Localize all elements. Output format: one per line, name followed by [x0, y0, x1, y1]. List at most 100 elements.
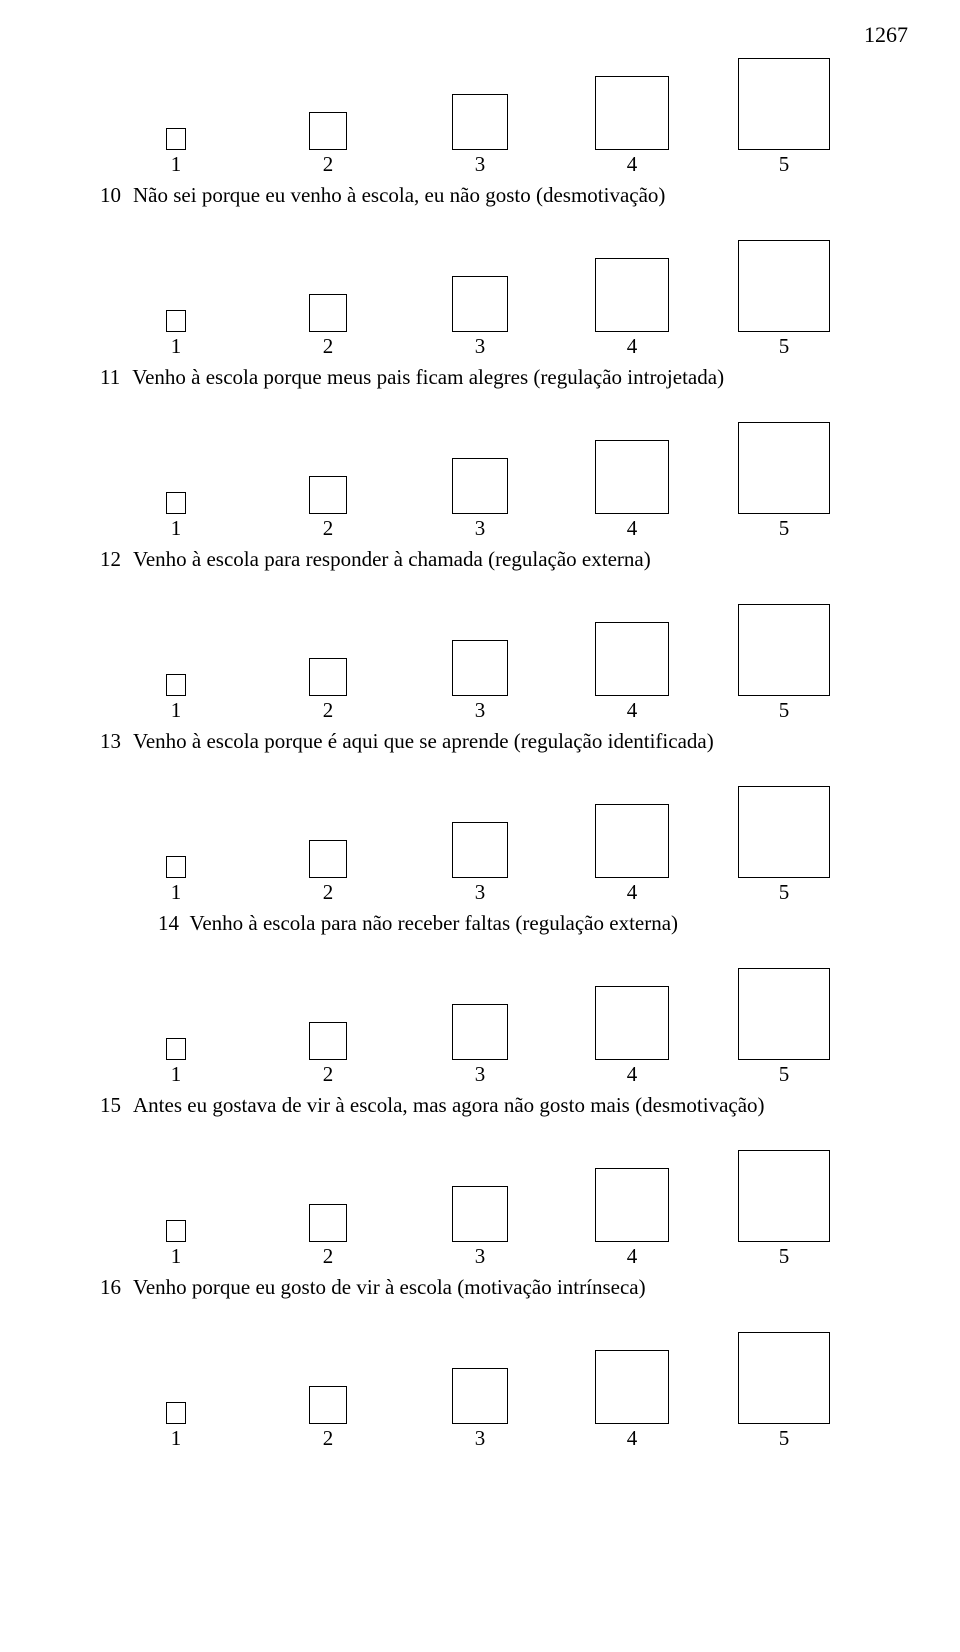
- scale-box-5[interactable]: [738, 58, 830, 150]
- scale-label-3: 3: [404, 152, 556, 177]
- nums-row: 12345: [100, 698, 860, 723]
- question-line: 12 Venho à escola para responder à chama…: [100, 547, 860, 572]
- scale-box-1[interactable]: [166, 310, 186, 332]
- scale-box-1[interactable]: [166, 674, 186, 696]
- box-cell: [252, 1204, 404, 1242]
- likert-block: 12345 13 Venho à escola porque é aqui qu…: [100, 586, 860, 754]
- nums-row: 12345: [100, 334, 860, 359]
- scale-box-5[interactable]: [738, 604, 830, 696]
- scale-box-1[interactable]: [166, 1402, 186, 1424]
- scale-box-2[interactable]: [309, 1022, 347, 1060]
- scale-box-3[interactable]: [452, 640, 508, 696]
- scale-box-4[interactable]: [595, 986, 669, 1060]
- question-line: 14 Venho à escola para não receber falta…: [158, 911, 860, 936]
- scale-box-3[interactable]: [452, 1004, 508, 1060]
- scale-box-2[interactable]: [309, 476, 347, 514]
- box-cell: [252, 112, 404, 150]
- page-number: 1267: [864, 22, 908, 48]
- question-number: 12: [100, 547, 121, 572]
- scale-box-4[interactable]: [595, 1350, 669, 1424]
- scale-box-1[interactable]: [166, 1220, 186, 1242]
- scale-box-3[interactable]: [452, 1368, 508, 1424]
- box-cell: [708, 240, 860, 332]
- scale-box-2[interactable]: [309, 1386, 347, 1424]
- scale-box-5[interactable]: [738, 1332, 830, 1424]
- scale-box-1[interactable]: [166, 128, 186, 150]
- likert-block: 12345 10 Não sei porque eu venho à escol…: [100, 40, 860, 208]
- scale-box-4[interactable]: [595, 622, 669, 696]
- question-text: Venho à escola porque é aqui que se apre…: [133, 729, 714, 754]
- question-line: 15 Antes eu gostava de vir à escola, mas…: [100, 1093, 860, 1118]
- scale-label-2: 2: [252, 880, 404, 905]
- question-number: 10: [100, 183, 121, 208]
- scale-box-2[interactable]: [309, 840, 347, 878]
- scale-label-1: 1: [100, 152, 252, 177]
- scale-box-5[interactable]: [738, 1150, 830, 1242]
- scale-label-1: 1: [100, 334, 252, 359]
- boxes-row: [100, 1314, 860, 1424]
- boxes-row: [100, 586, 860, 696]
- box-cell: [404, 1004, 556, 1060]
- scale-box-4[interactable]: [595, 258, 669, 332]
- scale-label-5: 5: [708, 880, 860, 905]
- scale-box-3[interactable]: [452, 1186, 508, 1242]
- scale-box-2[interactable]: [309, 294, 347, 332]
- scale-box-1[interactable]: [166, 1038, 186, 1060]
- box-cell: [252, 840, 404, 878]
- scale-box-3[interactable]: [452, 94, 508, 150]
- scale-label-4: 4: [556, 698, 708, 723]
- likert-block: 12345: [100, 1314, 860, 1451]
- scale-box-1[interactable]: [166, 492, 186, 514]
- scale-label-5: 5: [708, 334, 860, 359]
- scale-box-5[interactable]: [738, 968, 830, 1060]
- question-line: 16 Venho porque eu gosto de vir à escola…: [100, 1275, 860, 1300]
- scale-box-1[interactable]: [166, 856, 186, 878]
- scale-box-5[interactable]: [738, 786, 830, 878]
- scale-box-4[interactable]: [595, 804, 669, 878]
- scale-box-4[interactable]: [595, 1168, 669, 1242]
- scale-label-1: 1: [100, 1062, 252, 1087]
- box-cell: [556, 1168, 708, 1242]
- box-cell: [556, 258, 708, 332]
- scale-label-2: 2: [252, 1062, 404, 1087]
- likert-block: 12345 12 Venho à escola para responder à…: [100, 404, 860, 572]
- box-cell: [708, 968, 860, 1060]
- box-cell: [556, 804, 708, 878]
- scale-label-3: 3: [404, 698, 556, 723]
- box-cell: [404, 1186, 556, 1242]
- question-number: 16: [100, 1275, 121, 1300]
- scale-label-1: 1: [100, 1244, 252, 1269]
- scale-label-1: 1: [100, 698, 252, 723]
- scale-box-3[interactable]: [452, 458, 508, 514]
- scale-box-2[interactable]: [309, 112, 347, 150]
- scale-box-2[interactable]: [309, 658, 347, 696]
- scale-box-2[interactable]: [309, 1204, 347, 1242]
- scale-box-4[interactable]: [595, 440, 669, 514]
- scale-box-5[interactable]: [738, 422, 830, 514]
- box-cell: [252, 476, 404, 514]
- scale-label-4: 4: [556, 880, 708, 905]
- scale-box-5[interactable]: [738, 240, 830, 332]
- box-cell: [100, 674, 252, 696]
- box-cell: [252, 294, 404, 332]
- box-cell: [404, 94, 556, 150]
- scale-label-1: 1: [100, 516, 252, 541]
- scale-label-1: 1: [100, 880, 252, 905]
- box-cell: [708, 1150, 860, 1242]
- scale-label-4: 4: [556, 1244, 708, 1269]
- scale-box-3[interactable]: [452, 276, 508, 332]
- box-cell: [556, 622, 708, 696]
- box-cell: [404, 1368, 556, 1424]
- scale-box-4[interactable]: [595, 76, 669, 150]
- question-number: 13: [100, 729, 121, 754]
- box-cell: [100, 1220, 252, 1242]
- scale-label-5: 5: [708, 516, 860, 541]
- nums-row: 12345: [100, 1244, 860, 1269]
- likert-block: 12345 16 Venho porque eu gosto de vir à …: [100, 1132, 860, 1300]
- box-cell: [100, 492, 252, 514]
- scale-label-2: 2: [252, 698, 404, 723]
- nums-row: 12345: [100, 152, 860, 177]
- question-text: Venho à escola para responder à chamada …: [133, 547, 651, 572]
- scale-box-3[interactable]: [452, 822, 508, 878]
- scale-label-3: 3: [404, 516, 556, 541]
